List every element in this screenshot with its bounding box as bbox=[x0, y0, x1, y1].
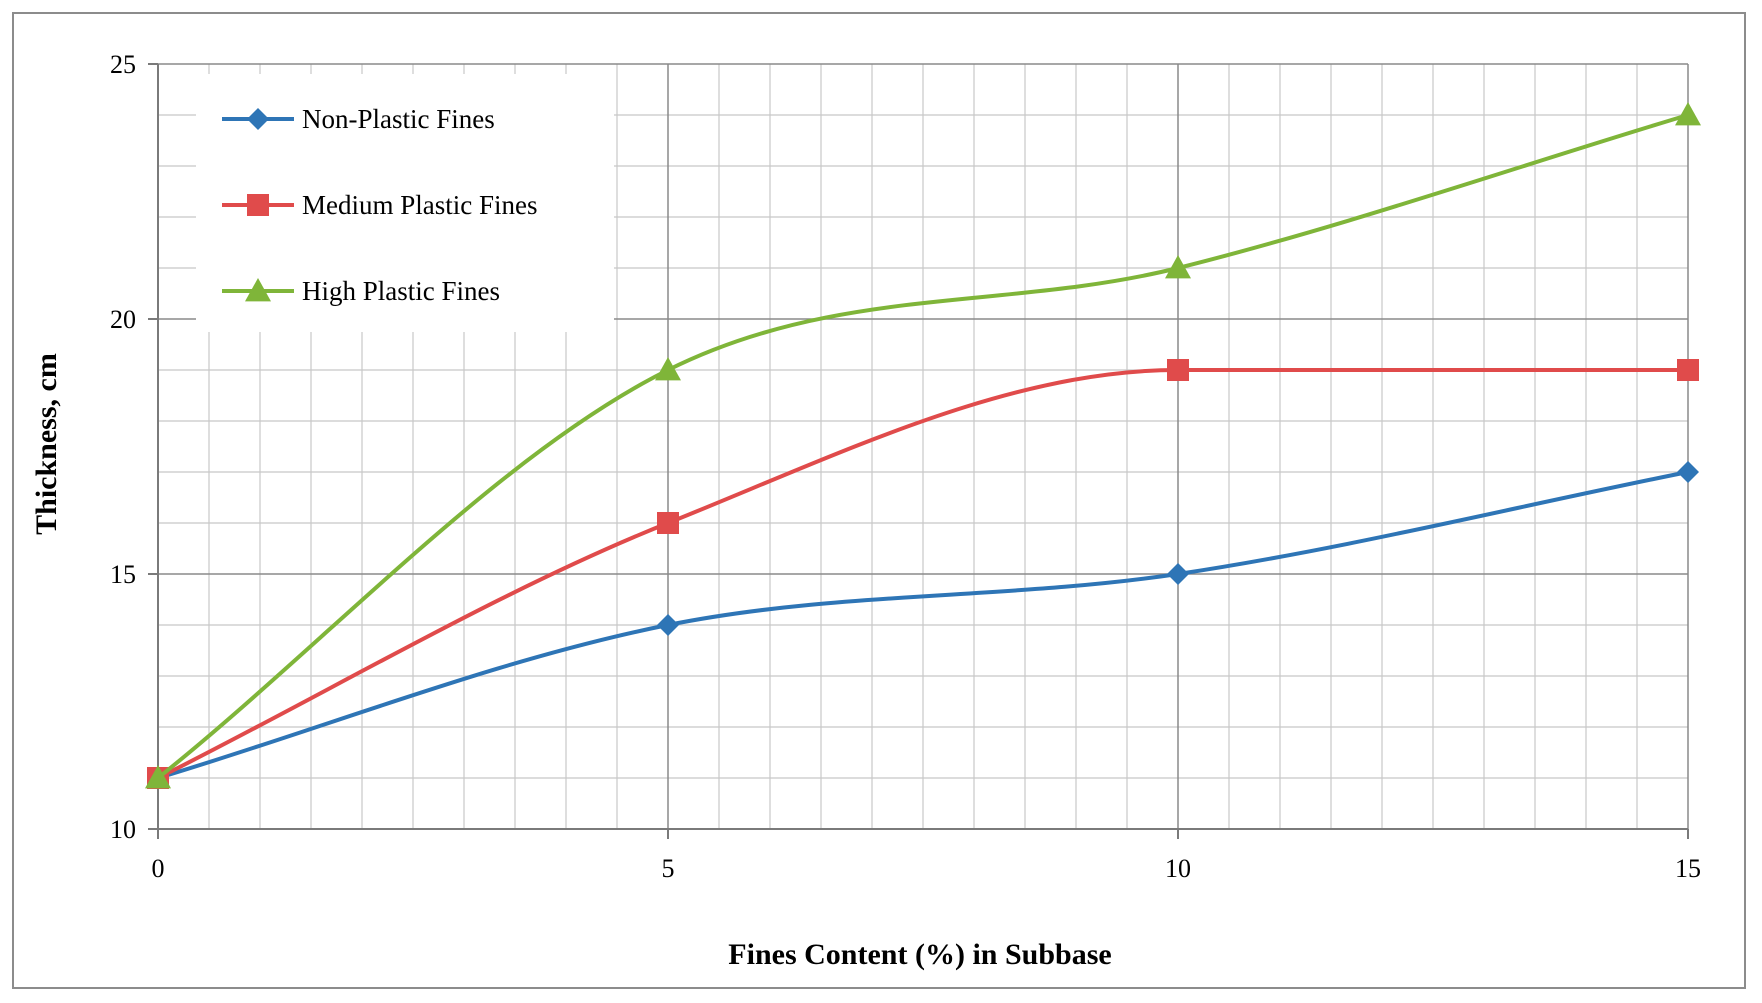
series-line bbox=[157, 470, 1689, 780]
axes bbox=[148, 63, 1689, 839]
legend: Non-Plastic Fines Medium Plastic Fines Hig… bbox=[196, 74, 614, 332]
x-tick-label: 15 bbox=[1675, 854, 1701, 883]
series-triangle bbox=[145, 102, 1701, 789]
y-tick-label: 15 bbox=[110, 560, 136, 589]
x-tick-label: 5 bbox=[662, 854, 675, 883]
x-axis-title: Fines Content (%) in Subbase bbox=[728, 938, 1111, 971]
data-point-marker bbox=[1677, 461, 1699, 483]
legend-label: Medium Plastic Fines bbox=[302, 190, 538, 220]
legend-marker bbox=[247, 108, 269, 130]
legend-label: High Plastic Fines bbox=[302, 276, 500, 306]
legend-item: Medium Plastic Fines bbox=[222, 190, 538, 220]
data-point-marker bbox=[1677, 359, 1699, 381]
legend-item: Non-Plastic Fines bbox=[222, 104, 495, 134]
legend-label: Non-Plastic Fines bbox=[302, 104, 495, 134]
y-tick-label: 25 bbox=[110, 50, 136, 79]
y-tick-label: 10 bbox=[110, 815, 136, 844]
series-layer bbox=[145, 102, 1701, 789]
tick-labels: 0 5 10 15 10 15 20 25 bbox=[110, 50, 1701, 883]
x-tick-label: 10 bbox=[1165, 854, 1191, 883]
data-point-marker bbox=[655, 357, 681, 381]
legend-item: High Plastic Fines bbox=[222, 276, 500, 306]
series-line bbox=[157, 367, 1688, 780]
data-point-marker bbox=[657, 614, 679, 636]
data-point-marker bbox=[145, 765, 171, 789]
legend-items: Non-Plastic Fines Medium Plastic Fines Hig… bbox=[222, 104, 538, 306]
data-point-marker bbox=[1167, 563, 1189, 585]
series-line bbox=[156, 113, 1689, 780]
y-tick-label: 20 bbox=[110, 305, 136, 334]
data-point-marker bbox=[1167, 359, 1189, 381]
legend-marker bbox=[245, 278, 271, 302]
legend-marker bbox=[247, 194, 269, 216]
x-tick-label: 0 bbox=[152, 854, 165, 883]
y-axis-title: Thickness, cm bbox=[30, 353, 63, 535]
data-point-marker bbox=[1165, 255, 1191, 279]
data-point-marker bbox=[657, 512, 679, 534]
data-point-marker bbox=[1675, 102, 1701, 126]
